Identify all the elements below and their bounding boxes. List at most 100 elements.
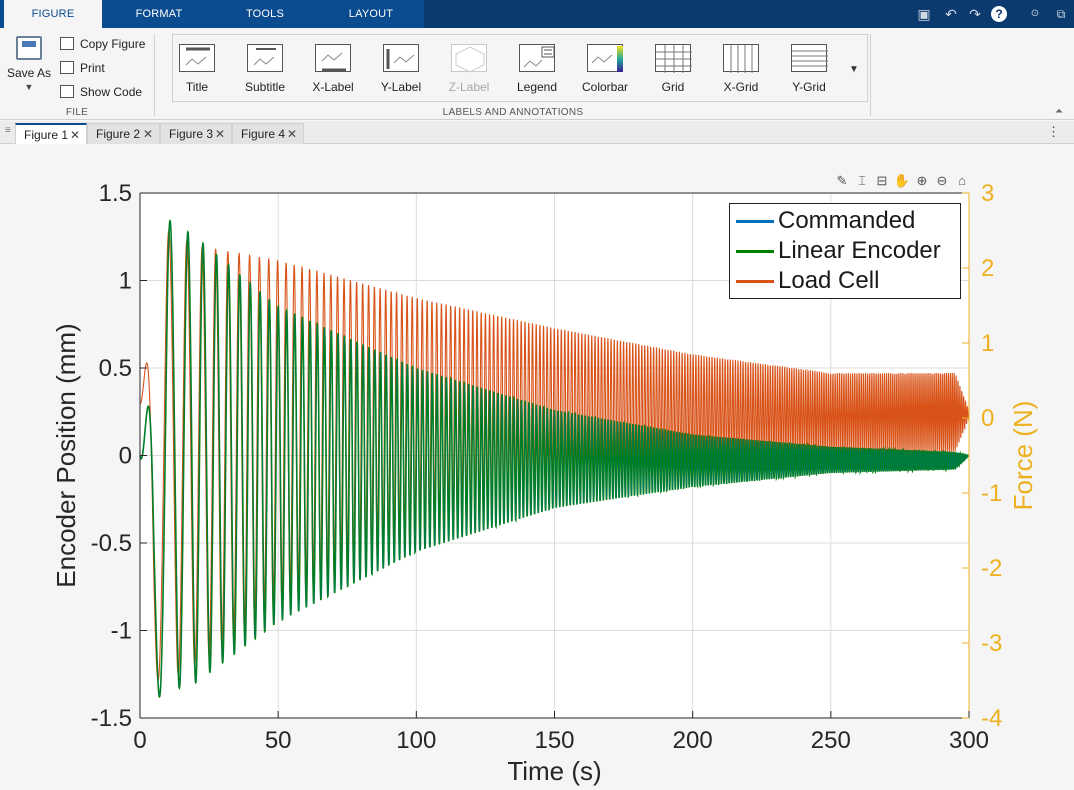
colorbar-button-label: Colorbar (581, 80, 629, 94)
y-label-icon (383, 44, 419, 72)
more-options-icon[interactable]: ⋮ (1047, 124, 1060, 139)
y-tick-label-right: -2 (981, 555, 1002, 582)
commanded-line[interactable] (139, 221, 970, 697)
x-tick-label: 200 (673, 727, 713, 754)
legend-button-label: Legend (516, 80, 558, 94)
y-grid-button-label: Y-Grid (792, 80, 826, 94)
subtitle-icon (247, 44, 283, 72)
figure-canvas: 0 50 100 150 200 250 300 -1.5 -1 -0.5 0 0.5 1 1.5 -4 -3… (0, 145, 1074, 790)
print-button[interactable]: Print (60, 58, 105, 78)
close-icon[interactable]: ✕ (214, 127, 225, 141)
tab-label: Figure 1 (24, 128, 69, 142)
y-tick-label-left: -1 (111, 618, 132, 645)
close-icon[interactable]: ✕ (142, 127, 153, 141)
brush-icon[interactable]: ✎ (836, 173, 848, 188)
z-label-icon (451, 44, 487, 73)
x-grid-button[interactable]: X-Grid (709, 41, 773, 101)
grid-button[interactable]: Grid (641, 41, 705, 101)
tab-layout[interactable]: LAYOUT (348, 8, 394, 20)
y-label-button[interactable]: Y-Label (369, 41, 433, 101)
help-icon[interactable]: ? (991, 6, 1007, 22)
y-label-button-label: Y-Label (380, 80, 422, 94)
zoom-out-icon[interactable]: ⊖ (936, 173, 948, 188)
file-group-label: FILE (65, 107, 89, 118)
x-label-button-label: X-Label (312, 80, 354, 94)
restore-view-icon[interactable]: ⊟ (876, 173, 888, 188)
x-grid-icon (723, 44, 759, 73)
home-icon[interactable]: ⌂ (958, 173, 966, 188)
legend-label: Load Cell (778, 267, 880, 294)
ribbon-separator (154, 34, 155, 116)
pan-icon[interactable]: ✋ (893, 173, 911, 188)
figure-tab-bar: ≡ Figure 1 ✕ Figure 2 ✕ Figure 3 ✕ Figure 4… (0, 121, 1074, 144)
z-label-button[interactable]: Z-Label (437, 41, 501, 101)
legend-button[interactable]: Legend (505, 41, 569, 101)
tab-format[interactable]: FORMAT (135, 8, 183, 20)
legend-swatch (736, 280, 774, 283)
legend-swatch (736, 220, 774, 223)
tab-figure[interactable]: FIGURE (4, 0, 102, 28)
dock-icon[interactable]: ⧉ (1056, 7, 1066, 21)
title-bar-area (424, 0, 1074, 28)
legend-entry-linear-encoder[interactable]: Linear Encoder (734, 236, 960, 266)
ribbon-toolbar: Save As ▼ Copy Figure Print Show Code FI… (0, 28, 1074, 120)
tab-label: Figure 3 (169, 127, 214, 141)
y-tick-label-left: 0.5 (99, 355, 132, 382)
tab-figure-4[interactable]: Figure 4 ✕ (232, 123, 304, 144)
close-icon[interactable]: ✕ (69, 128, 80, 142)
collapse-ribbon-icon[interactable]: ⏶ (1055, 106, 1063, 117)
copy-figure-button[interactable]: Copy Figure (60, 34, 145, 54)
tab-figure-2[interactable]: Figure 2 ✕ (87, 123, 160, 144)
x-label-icon (315, 44, 351, 72)
checkbox-icon (60, 85, 74, 98)
ribbon-separator (870, 34, 871, 116)
y-tick-label-right: 1 (981, 330, 994, 357)
tab-figure-1[interactable]: Figure 1 ✕ (15, 123, 87, 144)
x-axis-label: Time (s) (507, 756, 601, 786)
x-tick-label: 250 (811, 727, 851, 754)
ribbon-tab-strip: FIGURE FORMAT TOOLS LAYOUT ▣ ↶ ↷ ? ⊙ ⧉ (0, 0, 1074, 28)
legend-swatch (736, 250, 774, 253)
undo-icon[interactable]: ↶ (945, 6, 957, 22)
z-label-button-label: Z-Label (448, 80, 490, 94)
tab-tools[interactable]: TOOLS (245, 8, 285, 20)
legend-label: Linear Encoder (778, 237, 941, 264)
annotations-gallery: Title Subtitle X-Label Y-Label Z-Label L… (172, 34, 868, 102)
y-tick-label-left: 1.5 (99, 180, 132, 207)
close-icon[interactable]: ✕ (286, 127, 297, 141)
x-tick-label: 150 (534, 727, 574, 754)
copy-icon (60, 37, 74, 50)
gallery-more-icon[interactable]: ▼ (849, 64, 859, 75)
legend-entry-commanded[interactable]: Commanded (734, 206, 960, 236)
y-tick-label-left: -1.5 (91, 705, 132, 732)
y-tick-label-right: 2 (981, 255, 994, 282)
pin-icon[interactable]: ⊙ (1030, 8, 1040, 19)
legend-entry-load-cell[interactable]: Load Cell (734, 266, 960, 296)
printer-icon (60, 61, 74, 74)
grid-button-label: Grid (661, 80, 685, 94)
y-tick-label-right: 3 (981, 180, 994, 207)
tab-figure-3[interactable]: Figure 3 ✕ (160, 123, 232, 144)
save-as-button[interactable]: Save As ▼ (4, 36, 54, 104)
title-button[interactable]: Title (165, 41, 229, 101)
save-icon[interactable]: ▣ (917, 6, 931, 22)
show-code-checkbox[interactable]: Show Code (60, 82, 142, 102)
y-grid-button[interactable]: Y-Grid (777, 41, 841, 101)
tab-label: Figure 4 (241, 127, 286, 141)
legend[interactable]: Commanded Linear Encoder Load Cell (729, 203, 961, 299)
redo-icon[interactable]: ↷ (969, 6, 981, 22)
x-tick-label: 0 (133, 727, 146, 754)
x-tick-label: 50 (265, 727, 292, 754)
chevron-down-icon: ▼ (24, 82, 34, 92)
save-as-label: Save As (6, 66, 52, 80)
load-cell-line[interactable] (139, 230, 970, 682)
zoom-in-icon[interactable]: ⊕ (916, 173, 928, 188)
subtitle-button[interactable]: Subtitle (233, 41, 297, 101)
x-label-button[interactable]: X-Label (301, 41, 365, 101)
colorbar-button[interactable]: Colorbar (573, 41, 637, 101)
tab-label: Figure 2 (96, 127, 141, 141)
datatip-icon[interactable]: ⌶ (858, 173, 866, 188)
y-axis-label-left: Encoder Position (mm) (51, 323, 81, 587)
grid-icon (655, 44, 692, 73)
